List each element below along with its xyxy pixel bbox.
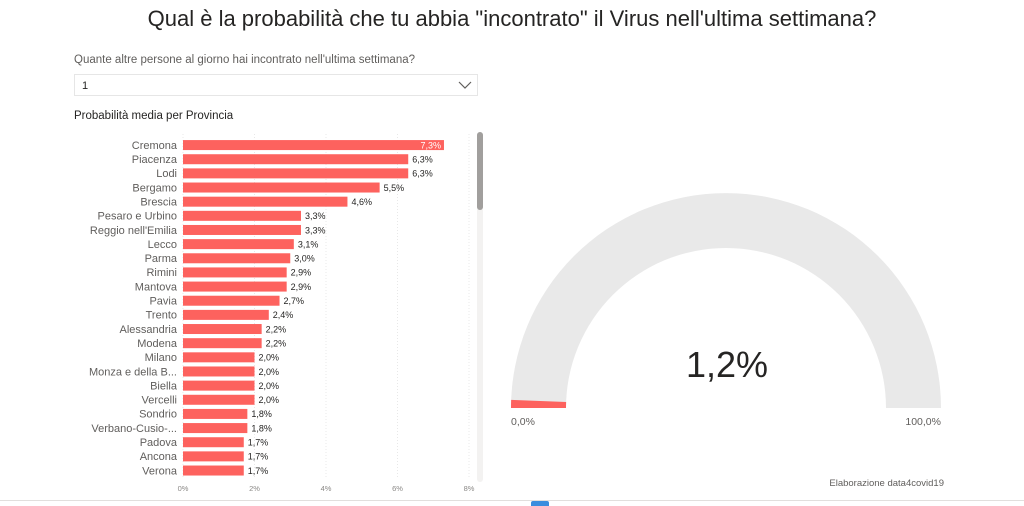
bar [183, 465, 244, 476]
x-tick-label: 0% [178, 484, 189, 493]
page-tab-indicator[interactable] [531, 501, 549, 506]
bar [183, 224, 301, 235]
bar [183, 380, 255, 391]
page-title: Qual è la probabilità che tu abbia "inco… [147, 6, 877, 31]
category-label: Monza e della B... [89, 366, 177, 378]
value-label: 2,4% [273, 310, 294, 320]
category-label: Brescia [140, 196, 178, 208]
x-tick-label: 4% [321, 484, 332, 493]
credit-text: Elaborazione data4covid19 [829, 478, 944, 489]
bar [183, 309, 269, 320]
category-label: Bergamo [132, 182, 177, 194]
category-label: Lecco [148, 239, 177, 251]
bar [183, 295, 280, 306]
probability-gauge: 1,2% 0,0% 100,0% [511, 193, 941, 428]
x-tick-label: 6% [392, 484, 403, 493]
people-per-day-dropdown[interactable]: 1 [74, 74, 478, 96]
dropdown-selected-value: 1 [82, 80, 89, 92]
bar-chart-title: Probabilità media per Provincia [74, 110, 234, 122]
value-label: 3,1% [298, 239, 319, 249]
value-label: 2,7% [284, 296, 305, 306]
bar [183, 182, 380, 193]
bar [183, 239, 294, 250]
category-label: Sondrio [139, 409, 177, 421]
bar [183, 154, 409, 165]
value-label: 6,3% [412, 155, 433, 165]
bar-chart-scrollbar[interactable] [477, 132, 483, 482]
bar [183, 338, 262, 349]
category-label: Padova [140, 437, 178, 449]
category-label: Reggio nell'Emilia [90, 225, 178, 237]
value-label: 2,2% [266, 338, 287, 348]
bar [183, 366, 255, 377]
bar [183, 408, 248, 419]
value-label: 3,3% [305, 211, 326, 221]
bar [183, 267, 287, 278]
value-label: 2,0% [259, 381, 280, 391]
value-label: 1,8% [251, 409, 272, 419]
gauge-value: 1,2% [686, 344, 768, 385]
category-label: Trento [146, 310, 177, 322]
category-label: Modena [137, 338, 178, 350]
page-divider [0, 500, 1024, 501]
scrollbar-thumb[interactable] [477, 132, 483, 210]
slicer-label: Quante altre persone al giorno hai incon… [74, 54, 416, 66]
gauge-fill [511, 399, 567, 408]
bar [183, 324, 262, 335]
category-label: Rimini [146, 267, 177, 279]
category-label: Pesaro e Urbino [98, 211, 178, 223]
bar [183, 281, 287, 292]
category-label: Vercelli [142, 395, 177, 407]
bar [183, 253, 291, 264]
category-label: Verbano-Cusio-... [91, 423, 177, 435]
category-label: Lodi [156, 168, 177, 180]
bar [183, 196, 348, 207]
value-label: 2,9% [291, 268, 312, 278]
category-label: Piacenza [132, 154, 178, 166]
value-label: 7,3% [420, 140, 441, 150]
chevron-down-icon[interactable] [457, 78, 473, 97]
bar [183, 352, 255, 363]
category-label: Parma [145, 253, 178, 265]
value-label: 2,0% [259, 367, 280, 377]
value-label: 5,5% [384, 183, 405, 193]
gauge-min-label: 0,0% [511, 416, 535, 428]
value-label: 2,0% [259, 395, 280, 405]
value-label: 2,2% [266, 324, 287, 334]
value-label: 6,3% [412, 169, 433, 179]
value-label: 1,7% [248, 438, 269, 448]
category-label: Verona [142, 465, 178, 477]
value-label: 3,3% [305, 225, 326, 235]
category-label: Ancona [140, 451, 178, 463]
category-label: Cremona [132, 140, 178, 152]
category-label: Milano [145, 352, 177, 364]
bar [183, 437, 244, 448]
x-tick-label: 2% [249, 484, 260, 493]
gauge-max-label: 100,0% [905, 416, 941, 428]
category-label: Biella [150, 380, 178, 392]
bar [183, 423, 248, 434]
value-label: 3,0% [294, 254, 315, 264]
bar [183, 210, 301, 221]
x-tick-label: 8% [464, 484, 475, 493]
bar [183, 168, 409, 179]
value-label: 2,9% [291, 282, 312, 292]
value-label: 1,8% [251, 423, 272, 433]
category-label: Pavia [149, 296, 177, 308]
value-label: 1,7% [248, 452, 269, 462]
value-label: 2,0% [259, 353, 280, 363]
value-label: 4,6% [351, 197, 372, 207]
category-label: Alessandria [120, 324, 178, 336]
province-bar-chart: 0% 2% 4% 6% 8% Cremona 7,3% Piacenza 6,3% Lodi 6,3… [89, 134, 475, 493]
bar [183, 451, 244, 462]
bar [183, 140, 444, 151]
value-label: 1,7% [248, 466, 269, 476]
category-label: Mantova [135, 281, 178, 293]
gauge-track [511, 193, 941, 408]
bar [183, 394, 255, 405]
